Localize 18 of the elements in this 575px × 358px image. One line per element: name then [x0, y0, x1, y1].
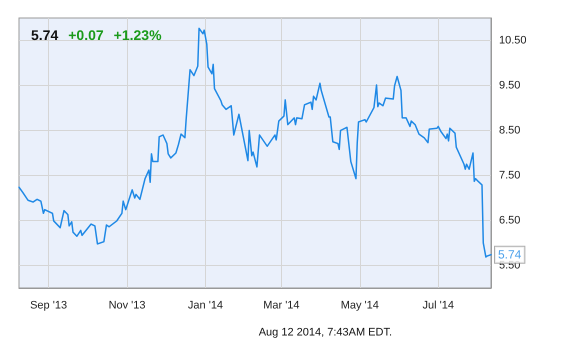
y-tick-label: 10.50: [499, 34, 527, 46]
x-tick-label: May '14: [340, 300, 379, 312]
text: 5.74: [31, 27, 58, 43]
y-tick-label: 5.50: [499, 260, 520, 272]
x-tick-label: Jul '14: [422, 300, 454, 312]
x-tick-label: Sep '13: [30, 300, 68, 312]
annotation: +0.07: [68, 27, 104, 43]
y-tick-label: 7.50: [499, 170, 520, 182]
line-series: [18, 28, 492, 258]
y-tick-label: 9.50: [499, 80, 520, 92]
x-tick-label: Nov '13: [108, 300, 146, 312]
annotation: 5.74: [498, 248, 522, 262]
annotation: +1.23%: [114, 27, 162, 43]
x-tick-label: Mar '14: [263, 300, 300, 312]
x-tick-label: Jan '14: [188, 300, 224, 312]
text: Aug 12 2014, 7:43AM EDT.: [258, 326, 392, 338]
y-tick-label: 8.50: [499, 124, 520, 136]
y-tick-label: 6.50: [499, 214, 520, 226]
